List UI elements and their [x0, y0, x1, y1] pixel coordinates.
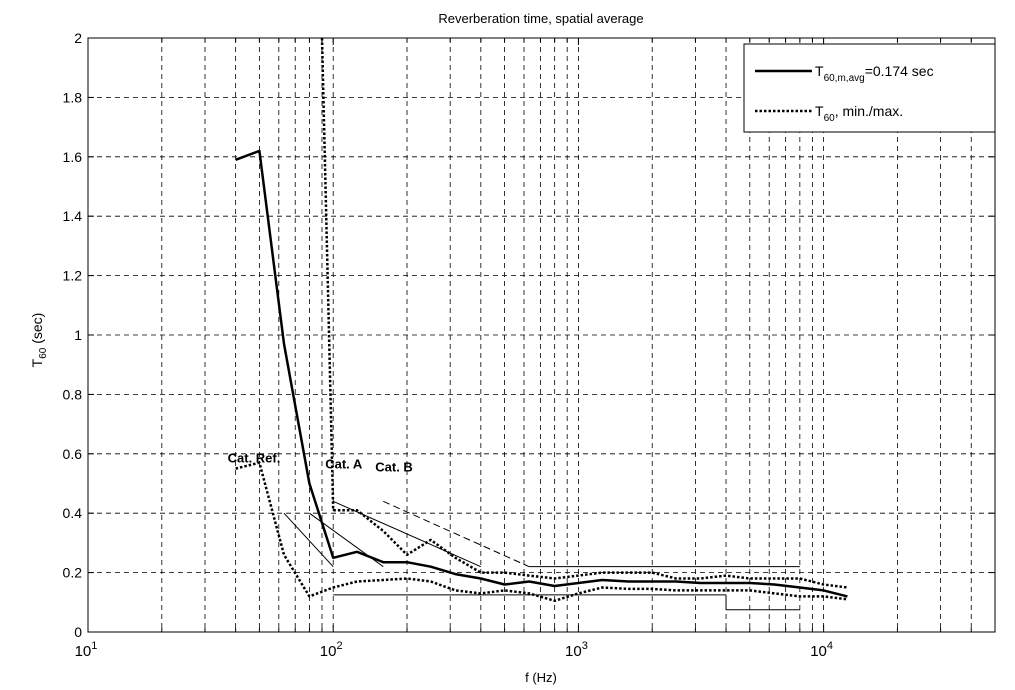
annotation-label: Cat. A	[325, 457, 363, 472]
legend-box	[743, 43, 996, 133]
reference-lines	[283, 500, 800, 611]
reference-line	[283, 512, 334, 567]
x-tick-label: 104	[810, 640, 833, 660]
legend-entry-mean-rest: =0.174 sec	[865, 63, 934, 79]
legend-entry-mean-sub: 60,m,avg	[824, 73, 865, 84]
y-axis-label-sub: 60	[38, 347, 49, 359]
data-series	[235, 37, 848, 603]
y-tick-label: 2	[74, 30, 82, 46]
x-tick-label-base: 10	[75, 643, 92, 660]
x-tick-label-base: 10	[810, 643, 827, 660]
x-tick-label-exp: 1	[91, 640, 97, 652]
x-tick-label-base: 10	[320, 643, 337, 660]
chart-title: Reverberation time, spatial average	[438, 11, 643, 26]
reference-line	[383, 500, 530, 568]
reference-line	[333, 500, 482, 568]
x-tick-label-exp: 4	[827, 640, 833, 652]
x-tick-label-exp: 2	[336, 640, 342, 652]
x-axis-label: f (Hz)	[525, 670, 557, 685]
x-tick-label-base: 10	[565, 643, 582, 660]
y-axis-label: T60 (sec)	[29, 313, 49, 368]
annotation-label: Cat. B	[375, 460, 413, 475]
legend-entry-mean-main: T	[815, 63, 824, 79]
annotation-label: Cat. Ref.	[228, 451, 281, 466]
legend: T60,m,avg=0.174 sec T60, min./max.	[743, 43, 996, 133]
y-tick-label: 1	[74, 327, 82, 343]
grid	[88, 38, 995, 632]
series-line-mean	[235, 149, 848, 598]
y-tick-label: 0	[74, 624, 82, 640]
legend-entry-mean: T60,m,avg=0.174 sec	[815, 63, 934, 84]
x-tick-label: 102	[320, 640, 343, 660]
y-tick-label: 0.2	[63, 565, 83, 581]
x-tick-label-exp: 3	[582, 640, 588, 652]
x-tick-label: 101	[75, 640, 98, 660]
y-tick-label: 1.8	[63, 89, 83, 105]
y-tick-label: 0.8	[63, 386, 83, 402]
x-tick-label: 103	[565, 640, 588, 660]
y-tick-label: 1.6	[63, 149, 83, 165]
y-tick-label: 1.2	[63, 268, 83, 284]
legend-entry-minmax-rest: , min./max.	[835, 103, 903, 119]
tick-marks	[88, 37, 995, 633]
y-tick-label: 0.4	[63, 505, 83, 521]
series-line-min	[235, 461, 848, 603]
series-line-max	[320, 37, 848, 589]
legend-entry-minmax-sub: 60	[824, 113, 836, 124]
legend-entry-minmax: T60, min./max.	[815, 103, 903, 124]
y-axis-label-main: T	[29, 358, 45, 367]
legend-entry-minmax-main: T	[815, 103, 824, 119]
y-tick-label: 0.6	[63, 446, 83, 462]
y-tick-label: 1.4	[63, 208, 83, 224]
y-axis-label-unit: (sec)	[29, 313, 45, 348]
annotations: Cat. Ref. Cat. A Cat. B	[228, 451, 413, 475]
